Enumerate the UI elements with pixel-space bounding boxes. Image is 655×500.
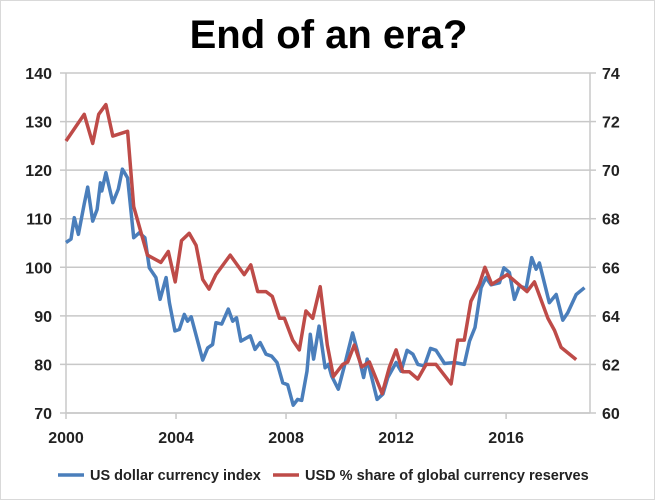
y-right-tick-label: 64 [602,309,620,326]
x-tick-label: 2016 [488,430,524,447]
y-left-tick-label: 140 [25,66,52,83]
series-line-us-dollar-index [65,167,586,407]
x-tick-label: 2012 [378,430,414,447]
chart-title: End of an era? [189,13,468,57]
legend-label: US dollar currency index [90,468,261,484]
y-left-tick-label: 110 [26,212,52,229]
y-right-tick-label: 68 [602,212,620,229]
y-left-tick-label: 90 [34,309,52,326]
y-right-tick-label: 66 [602,260,620,277]
y-right-tick-label: 74 [602,66,620,83]
y-right-tick-label: 60 [602,406,620,423]
x-tick-label: 2008 [268,430,304,447]
y-right-tick-label: 62 [602,357,620,374]
y-left-tick-label: 80 [34,357,52,374]
series-line-usd-reserve-share [64,102,578,396]
y-left-tick-label: 100 [25,260,52,277]
legend-label: USD % share of global currency reserves [305,468,589,484]
y-left-tick-label: 70 [34,406,52,423]
y-left-tick-label: 130 [25,115,52,132]
x-tick-label: 2004 [158,430,194,447]
y-right-tick-label: 72 [602,115,620,132]
y-right-tick-label: 70 [602,163,620,180]
x-tick-label: 2000 [48,430,84,447]
y-left-tick-label: 120 [25,163,52,180]
